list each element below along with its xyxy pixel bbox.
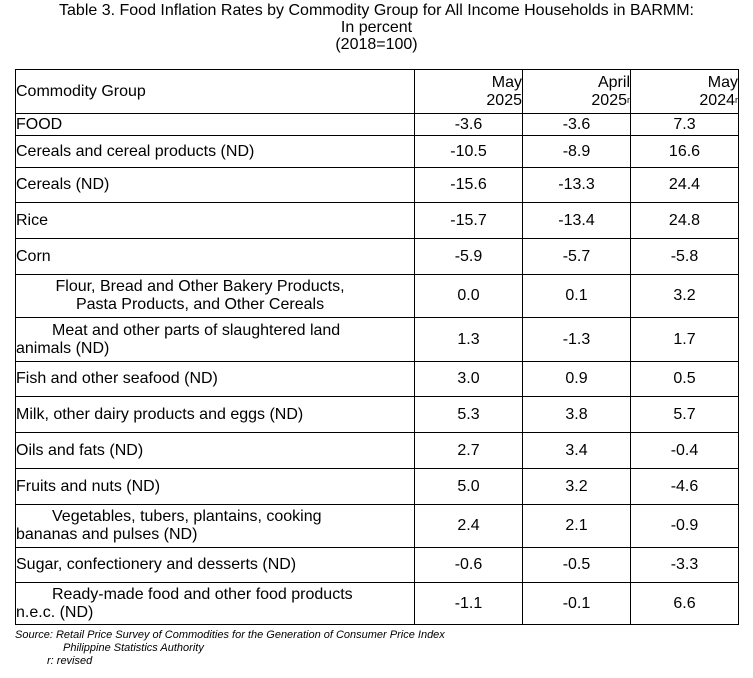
row-value-may-2024: 5.7 (630, 396, 739, 433)
row-value-may-2024: 24.4 (630, 167, 739, 203)
row-value-april-2025: 0.9 (522, 361, 631, 397)
table-row: Fish and other seafood (ND) 3.0 0.9 0.5 (15, 361, 739, 397)
row-label: Fruits and nuts (ND) (15, 468, 415, 505)
row-value-april-2025: 3.2 (522, 468, 631, 505)
row-value-april-2025: 3.4 (522, 432, 631, 469)
table-row: FOOD -3.6 -3.6 7.3 (15, 113, 739, 136)
row-label: Fish and other seafood (ND) (15, 361, 415, 397)
row-value-april-2025: -8.9 (522, 135, 631, 168)
row-value-may-2024: -0.4 (630, 432, 739, 469)
row-value-may-2024: 1.7 (630, 317, 739, 362)
row-value-april-2025: 0.1 (522, 274, 631, 318)
row-label: FOOD (15, 113, 415, 136)
table-row: Flour, Bread and Other Bakery Products, … (15, 274, 739, 318)
table-row: Rice -15.7 -13.4 24.8 (15, 202, 739, 239)
table-row: Fruits and nuts (ND) 5.0 3.2 -4.6 (15, 468, 739, 505)
row-value-may-2024: 7.3 (630, 113, 739, 136)
table-row: Corn -5.9 -5.7 -5.8 (15, 238, 739, 275)
row-value-may-2025: -1.1 (414, 582, 523, 625)
header-may-2025-year: 2025 (486, 91, 522, 109)
header-april-2025: April 2025r (522, 69, 631, 114)
row-value-april-2025: -5.7 (522, 238, 631, 275)
row-label: Meat and other parts of slaughtered land… (15, 317, 415, 362)
table-row: Oils and fats (ND) 2.7 3.4 -0.4 (15, 432, 739, 469)
row-label: Milk, other dairy products and eggs (ND) (15, 396, 415, 433)
table-row: Meat and other parts of slaughtered land… (15, 317, 739, 362)
row-value-may-2025: -15.6 (414, 167, 523, 203)
header-april-2025-year: 2025r (591, 91, 630, 109)
row-value-may-2025: 1.3 (414, 317, 523, 362)
title-line-2: In percent (340, 19, 413, 36)
table-row: Cereals (ND) -15.6 -13.3 24.4 (15, 167, 739, 203)
row-value-may-2024: 24.8 (630, 202, 739, 239)
row-value-may-2025: -5.9 (414, 238, 523, 275)
row-value-april-2025: -0.1 (522, 582, 631, 625)
header-may-2025-month: May (491, 73, 522, 91)
table-row: Ready-made food and other food products … (15, 582, 739, 625)
row-value-may-2025: 2.7 (414, 432, 523, 469)
header-april-2025-month: April (597, 73, 630, 91)
row-label: Flour, Bread and Other Bakery Products, … (15, 274, 415, 318)
row-value-may-2025: 3.0 (414, 361, 523, 397)
row-value-april-2025: -13.3 (522, 167, 631, 203)
row-value-may-2024: -0.9 (630, 504, 739, 548)
header-may-2025: May 2025 (414, 69, 523, 114)
header-may-2024-year: 2024r (699, 91, 738, 109)
header-may-2024-month: May (707, 73, 738, 91)
row-value-may-2025: 2.4 (414, 504, 523, 548)
row-label: Vegetables, tubers, plantains, cooking b… (15, 504, 415, 548)
source-line-1: Source: Retail Price Survey of Commoditi… (15, 629, 445, 641)
table-row: Sugar, confectionery and desserts (ND) -… (15, 547, 739, 583)
row-value-may-2024: -3.3 (630, 547, 739, 583)
header-may-2024: May 2024r (630, 69, 739, 114)
row-value-april-2025: -1.3 (522, 317, 631, 362)
row-label: Rice (15, 202, 415, 239)
row-value-may-2025: -3.6 (414, 113, 523, 136)
table-row: Milk, other dairy products and eggs (ND)… (15, 396, 739, 433)
row-value-may-2025: 0.0 (414, 274, 523, 318)
row-value-april-2025: 2.1 (522, 504, 631, 548)
row-value-may-2024: -4.6 (630, 468, 739, 505)
row-label: Sugar, confectionery and desserts (ND) (15, 547, 415, 583)
title-line-1: Table 3. Food Inflation Rates by Commodi… (59, 2, 694, 19)
table-header-row: Commodity Group May 2025 April 2025r May… (15, 69, 739, 114)
row-value-april-2025: 3.8 (522, 396, 631, 433)
source-line-3: r: revised (47, 655, 93, 667)
row-value-may-2025: -15.7 (414, 202, 523, 239)
food-inflation-table: Commodity Group May 2025 April 2025r May… (15, 69, 739, 625)
source-note: Source: Retail Price Survey of Commoditi… (15, 629, 445, 668)
row-value-april-2025: -13.4 (522, 202, 631, 239)
row-value-may-2025: 5.0 (414, 468, 523, 505)
table-title: Table 3. Food Inflation Rates by Commodi… (0, 2, 753, 53)
table-row: Cereals and cereal products (ND) -10.5 -… (15, 135, 739, 168)
row-value-may-2024: 0.5 (630, 361, 739, 397)
row-label: Cereals (ND) (15, 167, 415, 203)
row-value-may-2025: -10.5 (414, 135, 523, 168)
row-label: Ready-made food and other food products … (15, 582, 415, 625)
row-value-april-2025: -0.5 (522, 547, 631, 583)
row-value-may-2024: -5.8 (630, 238, 739, 275)
header-commodity-group: Commodity Group (15, 69, 415, 114)
source-line-2: Philippine Statistics Authority (63, 642, 204, 654)
row-value-may-2025: -0.6 (414, 547, 523, 583)
row-value-may-2025: 5.3 (414, 396, 523, 433)
title-line-3: (2018=100) (335, 36, 418, 53)
row-label: Corn (15, 238, 415, 275)
table-row: Vegetables, tubers, plantains, cooking b… (15, 504, 739, 548)
row-label: Oils and fats (ND) (15, 432, 415, 469)
row-value-may-2024: 6.6 (630, 582, 739, 625)
row-label: Cereals and cereal products (ND) (15, 135, 415, 168)
row-value-april-2025: -3.6 (522, 113, 631, 136)
row-value-may-2024: 3.2 (630, 274, 739, 318)
row-value-may-2024: 16.6 (630, 135, 739, 168)
